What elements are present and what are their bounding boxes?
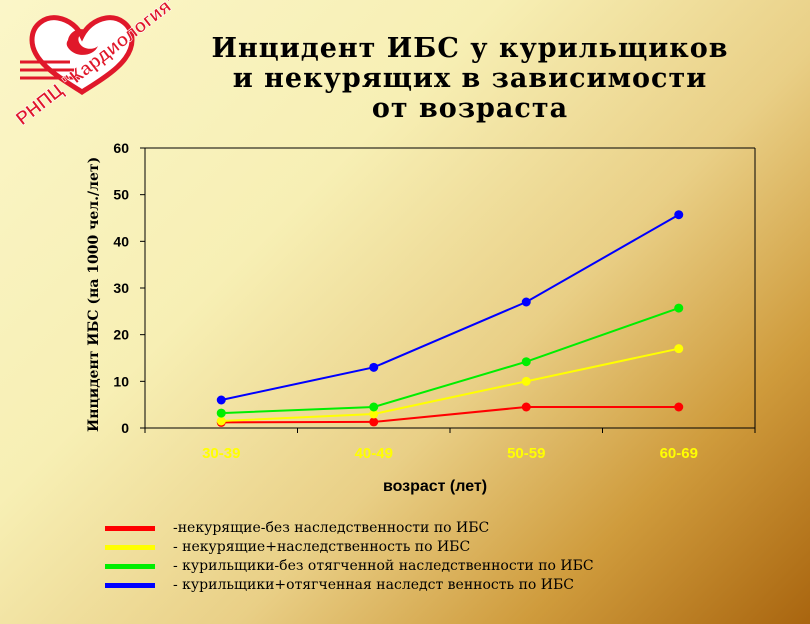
logo: РНПЦ "Кардиология": [12, 0, 183, 130]
legend-label: -некурящие-без наследственности по ИБС: [173, 520, 490, 536]
y-tick-label: 50: [113, 187, 129, 203]
y-tick-label: 40: [113, 233, 129, 249]
legend-label: - некурящие+наследственность по ИБС: [173, 539, 471, 555]
series-line: [221, 213, 680, 401]
y-tick-label: 30: [113, 280, 129, 296]
series-point: [216, 408, 226, 418]
y-tick-label: 60: [113, 140, 129, 156]
series-point: [674, 344, 684, 354]
series-point: [369, 417, 379, 427]
title-line: и некурящих в зависимости: [232, 63, 708, 94]
y-tick-label: 0: [121, 420, 129, 436]
series-point: [216, 416, 226, 426]
legend-swatch: [105, 564, 155, 569]
series-point: [521, 376, 531, 386]
series-point: [521, 402, 531, 412]
series-point: [369, 402, 379, 412]
series-point: [521, 297, 531, 307]
title-line: Инцидент ИБС у курильщиков: [211, 33, 729, 64]
series-point: [674, 303, 684, 313]
x-axis-label: возраст (лет): [382, 478, 488, 495]
legend-label: - курильщики-без отягченной наследственн…: [173, 558, 594, 574]
legend-label: - курильщики+отягченная наследст венност…: [173, 577, 574, 593]
chart-title: Инцидент ИБС у курильщиков и некурящих в…: [180, 34, 760, 124]
x-tick-label: 30-39: [202, 445, 240, 462]
logo-swoosh-icon: [66, 29, 98, 55]
series-point: [674, 402, 684, 412]
series-point: [521, 357, 531, 367]
x-tick-label: 40-49: [355, 445, 393, 462]
y-tick-label: 10: [113, 373, 129, 389]
series-point: [369, 409, 379, 419]
legend-swatch: [105, 583, 155, 588]
x-tick-label: 60-69: [660, 445, 698, 462]
series-line: [221, 406, 679, 424]
series-line: [221, 347, 679, 422]
legend-swatch: [105, 545, 155, 550]
title-line: от возраста: [371, 93, 569, 124]
logo-stripes: [20, 60, 80, 80]
legend-swatch: [105, 526, 155, 531]
series-line: [221, 307, 680, 415]
series-point: [369, 362, 379, 372]
y-tick-label: 20: [113, 327, 129, 343]
series-point: [216, 395, 226, 405]
x-tick-label: 50-59: [507, 445, 545, 462]
series-point: [674, 210, 684, 220]
